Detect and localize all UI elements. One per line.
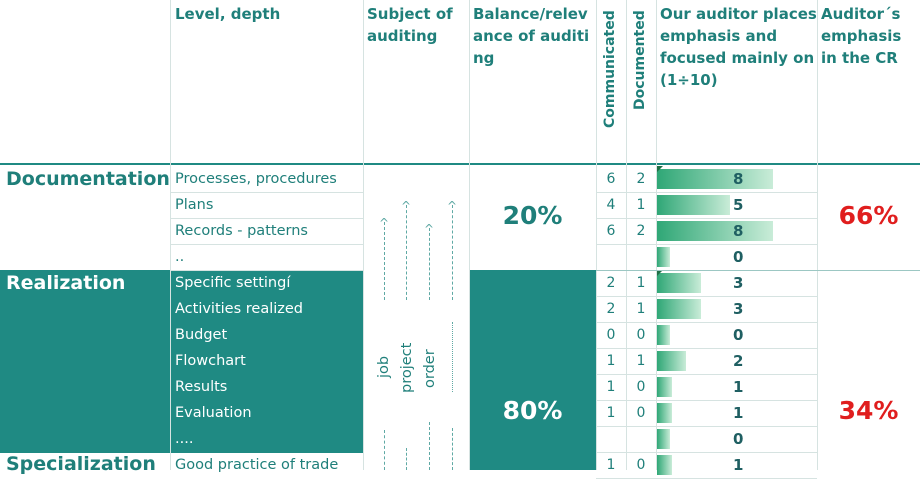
row-item-label: ....	[175, 431, 194, 447]
emphasis-value: 3	[733, 300, 744, 318]
emphasis-value: 5	[733, 196, 744, 214]
row-communicated: 0	[606, 327, 616, 343]
row-divider	[170, 218, 363, 219]
row-divider	[170, 192, 363, 193]
emphasis-bar	[657, 403, 672, 423]
balance-realization: 80%	[502, 396, 563, 425]
section-realization: Realization	[6, 272, 126, 294]
row-communicated: 2	[606, 275, 616, 291]
header-subject: Subject of auditing	[367, 5, 453, 45]
cr-realization: 34%	[838, 396, 899, 425]
header-rule	[0, 163, 920, 165]
row-item-label: Activities realized	[175, 301, 304, 317]
row-communicated: 6	[606, 223, 616, 239]
row-communicated: 1	[606, 353, 616, 369]
emphasis-bar	[657, 273, 701, 293]
row-documented: 1	[636, 197, 646, 213]
emphasis-bar	[657, 221, 773, 241]
row-divider	[596, 374, 817, 375]
emphasis-bar	[657, 299, 701, 319]
row-divider	[596, 296, 817, 297]
subject-project: project	[399, 342, 415, 393]
realization-fill-left	[0, 270, 363, 453]
row-item-label: ..	[175, 249, 185, 265]
header-balance: Balance/relevance of auditing	[473, 5, 590, 67]
row-documented: 1	[636, 301, 646, 317]
row-item-label: Flowchart	[175, 353, 246, 369]
row-divider	[596, 400, 817, 401]
row-documented: 0	[636, 405, 646, 421]
emphasis-value: 1	[733, 456, 744, 474]
balance-documentation: 20%	[502, 201, 563, 230]
header-communicated: Communicated	[602, 10, 618, 128]
row-item-label: Good practice of trade	[175, 457, 339, 473]
row-divider	[596, 322, 817, 323]
header-cr: Auditor´s emphasis in the CR	[821, 5, 902, 67]
row-documented: 0	[636, 457, 646, 473]
emphasis-bar	[657, 429, 670, 449]
row-documented: 2	[636, 223, 646, 239]
realization-fill-balance	[469, 270, 596, 470]
row-communicated: 1	[606, 405, 616, 421]
row-item-label: Results	[175, 379, 228, 395]
emphasis-value: 3	[733, 274, 744, 292]
emphasis-bar	[657, 455, 672, 475]
section-specialization: Specialization	[6, 453, 156, 475]
row-divider	[596, 192, 817, 193]
row-divider	[596, 244, 817, 245]
row-divider	[596, 218, 817, 219]
emphasis-bar	[657, 195, 730, 215]
header-documented: Documented	[632, 10, 648, 110]
emphasis-value: 0	[733, 248, 744, 266]
emphasis-bar	[657, 377, 672, 397]
cell-marker	[657, 166, 663, 172]
row-communicated: 6	[606, 171, 616, 187]
row-documented: 0	[636, 379, 646, 395]
row-communicated: 1	[606, 379, 616, 395]
row-documented: 2	[636, 171, 646, 187]
emphasis-value: 0	[733, 326, 744, 344]
row-divider	[170, 270, 363, 271]
row-communicated: 2	[606, 301, 616, 317]
subject-job: job	[376, 355, 392, 378]
emphasis-value: 1	[733, 378, 744, 396]
row-communicated: 1	[606, 457, 616, 473]
emphasis-value: 2	[733, 352, 744, 370]
row-item-label: Plans	[175, 197, 214, 213]
emphasis-value: 8	[733, 222, 744, 240]
section-documentation: Documentation	[6, 168, 170, 190]
row-documented: 1	[636, 275, 646, 291]
row-item-label: Records - patterns	[175, 223, 308, 239]
cr-documentation: 66%	[838, 201, 899, 230]
emphasis-bar	[657, 351, 686, 371]
emphasis-value: 8	[733, 170, 744, 188]
emphasis-bar	[657, 247, 670, 267]
emphasis-value: 0	[733, 430, 744, 448]
row-item-label: Budget	[175, 327, 228, 343]
cell-marker	[657, 270, 663, 276]
emphasis-value: 1	[733, 404, 744, 422]
row-divider	[596, 452, 817, 453]
row-item-label: Specific settingí	[175, 275, 291, 291]
row-documented: 1	[636, 353, 646, 369]
row-divider	[596, 426, 817, 427]
row-documented: 0	[636, 327, 646, 343]
row-item-label: Evaluation	[175, 405, 252, 421]
row-communicated: 4	[606, 197, 616, 213]
row-divider	[170, 244, 363, 245]
row-divider	[596, 348, 817, 349]
subject-order: order	[422, 349, 438, 388]
emphasis-bar	[657, 325, 670, 345]
emphasis-bar	[657, 169, 773, 189]
row-item-label: Processes, procedures	[175, 171, 337, 187]
header-level-depth: Level, depth	[175, 5, 281, 23]
header-emphasis: Our auditor places emphasis and focused …	[660, 5, 817, 89]
